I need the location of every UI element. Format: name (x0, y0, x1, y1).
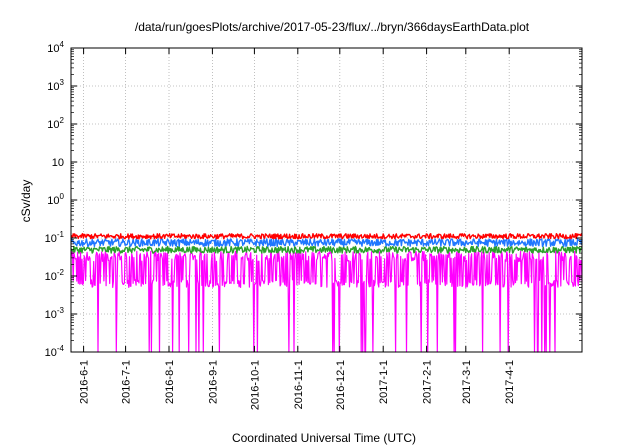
series-layer (70, 233, 583, 353)
series-line (70, 233, 583, 240)
y-tick-label: 10-4 (45, 344, 65, 359)
grid (71, 48, 582, 352)
series-line (70, 245, 583, 254)
x-tick-label: 2016-11-1 (293, 360, 305, 409)
y-tick-label: 10-3 (45, 306, 65, 321)
x-tick-label: 2016-7-1 (121, 360, 133, 404)
x-tick-label: 2017-1-1 (378, 360, 390, 404)
x-tick-label: 2016-9-1 (207, 360, 219, 404)
x-tick-label: 2016-12-1 (335, 360, 347, 410)
y-tick-label: 102 (47, 116, 64, 131)
y-tick-labels: 10-4 10-3 10-2 10-1 100 10 102 103 104 (45, 40, 65, 359)
y-tick-label: 10-1 (45, 230, 65, 245)
y-tick-label: 100 (47, 192, 64, 207)
y-axis-label: cSv/day (19, 180, 33, 223)
y-tick-label: 103 (47, 78, 64, 93)
chart-title: /data/run/goesPlots/archive/2017-05-23/f… (135, 20, 530, 34)
x-tick-label: 2017-2-1 (422, 360, 434, 404)
series-line (70, 238, 583, 248)
x-tick-label: 2017-4-1 (504, 360, 516, 404)
x-axis-label: Coordinated Universal Time (UTC) (232, 431, 416, 445)
axes (71, 47, 582, 353)
x-tick-label: 2016-10-1 (249, 360, 261, 410)
x-tick-label: 2016-6-1 (79, 360, 91, 404)
x-tick-label: 2017-3-1 (461, 360, 473, 404)
series-line (70, 250, 583, 353)
y-tick-label: 104 (47, 40, 64, 55)
y-tick-label: 10 (52, 157, 64, 169)
x-tick-label: 2016-8-1 (164, 360, 176, 404)
x-tick-labels: 2016-6-1 2016-7-1 2016-8-1 2016-9-1 2016-10-… (79, 360, 517, 410)
y-tick-label: 10-2 (45, 268, 65, 283)
